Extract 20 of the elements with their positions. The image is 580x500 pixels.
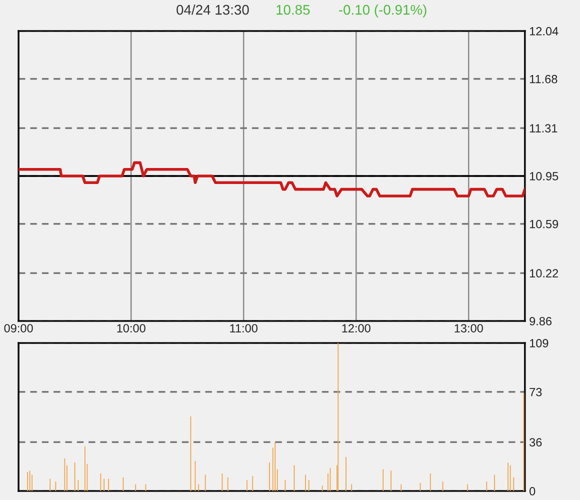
text: 10.85 <box>276 4 310 15</box>
y-tick-label: 11.68 <box>530 74 558 84</box>
chart-title: 04/24 13:30 <box>176 4 249 15</box>
y-tick-label: 9.86 <box>530 317 552 326</box>
x-tick-label: 09:00 <box>4 324 33 332</box>
x-tick-label: 10:00 <box>117 324 146 332</box>
y-tick-label: 12.04 <box>530 27 558 36</box>
x-tick-label: 12:00 <box>342 324 370 332</box>
y-tick-label: 0 <box>530 487 536 496</box>
y-tick-label: 109 <box>530 339 548 348</box>
y-tick-label: 11.31 <box>530 124 558 133</box>
y-tick-label: 73 <box>530 388 542 396</box>
x-tick-label: 11:00 <box>230 324 258 332</box>
line-series <box>18 161 525 198</box>
x-tick-label: 13:00 <box>454 324 483 332</box>
text: -0.10 (-0.91%) <box>339 4 426 18</box>
y-tick-label: 36 <box>530 438 542 447</box>
y-tick-label: 10.59 <box>530 220 558 228</box>
y-tick-label: 10.95 <box>530 172 558 180</box>
y-tick-label: 10.22 <box>530 269 558 278</box>
